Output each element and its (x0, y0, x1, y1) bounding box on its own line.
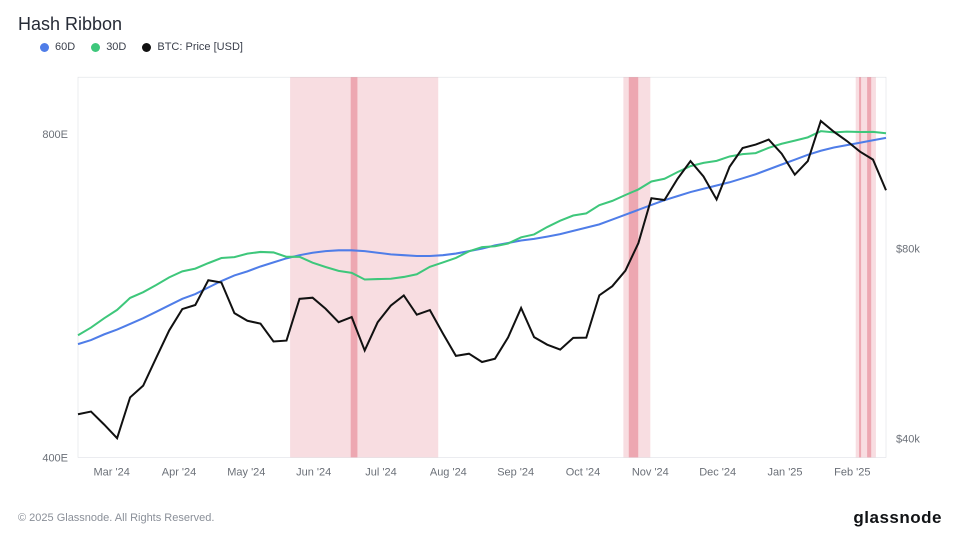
legend-label-price: BTC: Price [USD] (157, 41, 243, 53)
svg-text:Aug '24: Aug '24 (430, 467, 467, 479)
svg-text:Jun '24: Jun '24 (296, 467, 331, 479)
chart-svg: 400E 800E $40k $80k Mar '24 Apr '24 May '24 Jun… (18, 67, 942, 494)
chart-title: Hash Ribbon (18, 14, 942, 35)
chart-area: 400E 800E $40k $80k Mar '24 Apr '24 May '24 Jun… (0, 59, 960, 500)
svg-text:$40k: $40k (896, 433, 920, 445)
legend-item-60d: 60D (40, 41, 75, 53)
legend-dot-60d (40, 43, 49, 52)
legend-label-30d: 30D (106, 41, 126, 53)
svg-text:Dec '24: Dec '24 (699, 467, 736, 479)
chart-header: Hash Ribbon 60D 30D BTC: Price [USD] (0, 0, 960, 59)
legend-item-30d: 30D (91, 41, 126, 53)
copyright: © 2025 Glassnode. All Rights Reserved. (18, 512, 214, 524)
svg-text:May '24: May '24 (227, 467, 265, 479)
svg-text:Feb '25: Feb '25 (834, 467, 870, 479)
svg-text:800E: 800E (42, 129, 68, 141)
legend: 60D 30D BTC: Price [USD] (18, 35, 942, 53)
svg-text:Nov '24: Nov '24 (632, 467, 669, 479)
legend-label-60d: 60D (55, 41, 75, 53)
svg-text:Jan '25: Jan '25 (767, 467, 802, 479)
svg-text:Jul '24: Jul '24 (365, 467, 396, 479)
svg-text:Mar '24: Mar '24 (94, 467, 130, 479)
svg-text:$80k: $80k (896, 243, 920, 255)
legend-dot-30d (91, 43, 100, 52)
legend-dot-price (142, 43, 151, 52)
svg-text:Oct '24: Oct '24 (566, 467, 600, 479)
svg-text:Sep '24: Sep '24 (497, 467, 534, 479)
svg-text:400E: 400E (42, 452, 68, 464)
legend-item-price: BTC: Price [USD] (142, 41, 243, 53)
svg-text:Apr '24: Apr '24 (162, 467, 196, 479)
brand-logo: glassnode (853, 508, 942, 528)
footer: © 2025 Glassnode. All Rights Reserved. g… (0, 500, 960, 540)
